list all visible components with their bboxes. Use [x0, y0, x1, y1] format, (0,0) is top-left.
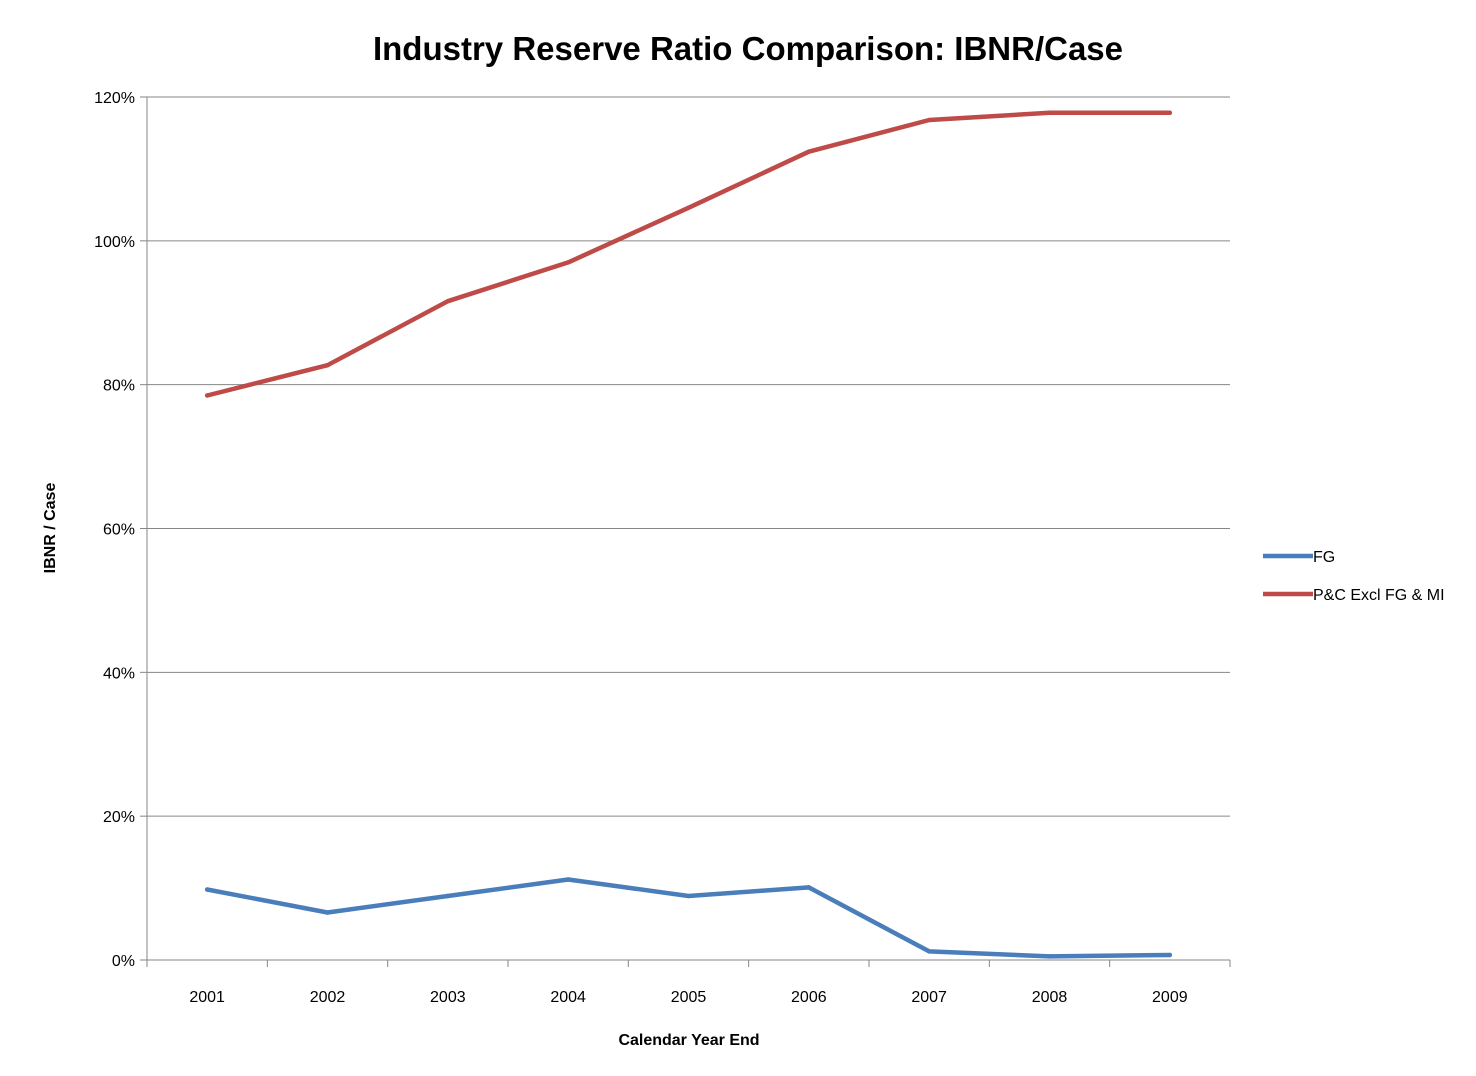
legend-label: FG — [1313, 549, 1335, 566]
data-point — [1167, 952, 1173, 958]
y-tick-label: 120% — [94, 90, 135, 107]
axes: 0% 20% 40% 60% 80% 100% 120% 2001 2002 2003 2004 20… — [94, 90, 1231, 1006]
y-tick-label: 40% — [103, 665, 135, 682]
data-point — [325, 363, 330, 368]
y-tick-label: 100% — [94, 234, 135, 251]
data-point — [445, 893, 451, 899]
data-point — [204, 393, 210, 398]
data-point — [565, 260, 571, 265]
data-point — [806, 149, 812, 154]
y-axis-title: IBNR / Case — [42, 483, 59, 574]
x-axis-title: Calendar Year End — [618, 1032, 759, 1049]
y-tick-label: 0% — [112, 953, 135, 970]
data-point — [565, 877, 571, 882]
data-point — [1047, 110, 1052, 116]
x-tick-label: 2008 — [1032, 989, 1068, 1006]
data-point — [204, 887, 210, 892]
x-tick-label: 2005 — [671, 989, 707, 1006]
y-tick-label: 80% — [103, 378, 135, 395]
legend: FG P&C Excl FG & MI — [1263, 549, 1445, 604]
y-tick-label: 60% — [103, 522, 135, 539]
x-tick-label: 2007 — [911, 989, 947, 1006]
x-tick-label: 2001 — [189, 989, 225, 1006]
data-point — [806, 885, 812, 890]
x-tick-label: 2002 — [310, 989, 346, 1006]
x-tick-label: 2006 — [791, 989, 827, 1006]
gridlines — [147, 96, 1230, 817]
data-point — [686, 205, 691, 210]
data-point — [686, 893, 691, 899]
x-tick-label: 2009 — [1152, 989, 1188, 1006]
data-point — [926, 117, 932, 123]
y-tick-label: 20% — [103, 809, 135, 826]
data-point — [1167, 110, 1173, 116]
x-tick-label: 2003 — [430, 989, 466, 1006]
series-lines — [204, 110, 1173, 959]
data-point — [1047, 954, 1052, 959]
data-point — [325, 910, 330, 915]
legend-label: P&C Excl FG & MI — [1313, 587, 1445, 604]
x-tick-label: 2004 — [550, 989, 586, 1006]
chart-title: Industry Reserve Ratio Comparison: IBNR/… — [373, 30, 1123, 67]
data-point — [926, 949, 932, 954]
data-point — [445, 299, 451, 304]
